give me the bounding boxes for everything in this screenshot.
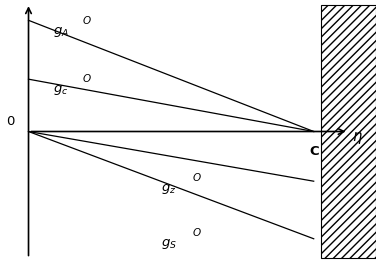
Text: η: η (352, 129, 361, 144)
Text: $g_{z}$: $g_{z}$ (161, 182, 176, 196)
Text: $g_{A}$: $g_{A}$ (53, 25, 69, 39)
Text: $O$: $O$ (192, 171, 202, 183)
Text: C: C (309, 145, 319, 158)
Bar (321, 5, 376, 258)
Text: $O$: $O$ (83, 72, 92, 84)
Text: $g_{S}$: $g_{S}$ (161, 237, 177, 251)
Text: 0: 0 (6, 115, 15, 128)
Text: $g_{c}$: $g_{c}$ (53, 83, 68, 97)
Text: $O$: $O$ (83, 14, 92, 26)
Text: $O$: $O$ (192, 226, 202, 238)
